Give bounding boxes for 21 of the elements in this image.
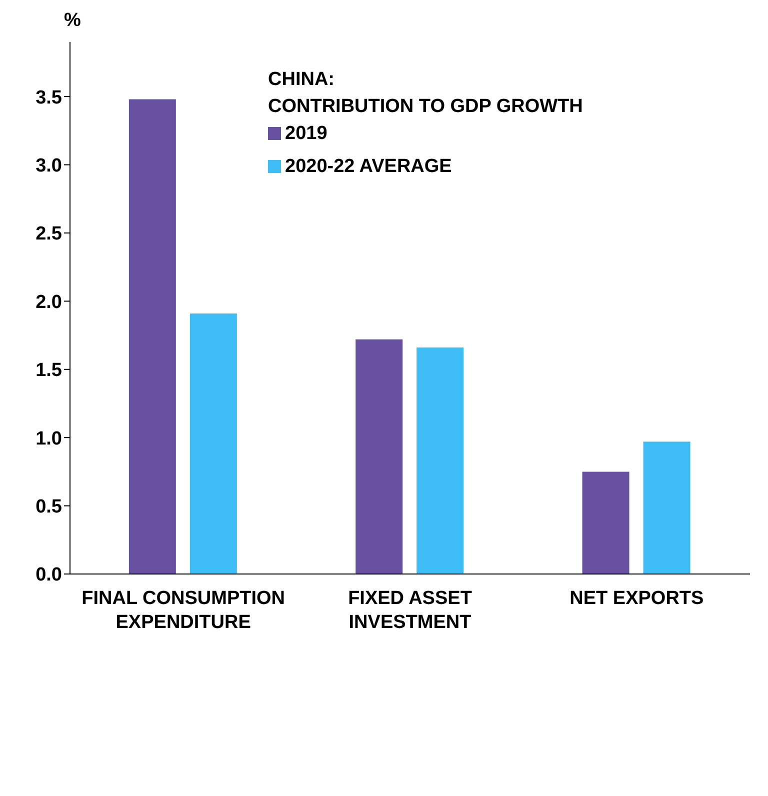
- legend-label: 2019: [285, 122, 328, 146]
- bar: [643, 442, 690, 574]
- legend-label: 2020-22 AVERAGE: [285, 155, 452, 179]
- bar: [582, 472, 630, 574]
- y-tick-label: 3.0: [36, 156, 62, 177]
- y-tick-label: 0.0: [36, 564, 62, 586]
- text: CHINA: CONTRIBUTION TO GDP GROWTH: [268, 68, 584, 119]
- y-tick-label: 2.0: [36, 292, 62, 313]
- x-tick-label: FINAL CONSUMPTION EXPENDITURE: [82, 588, 286, 633]
- y-tick-label: 0.5: [36, 496, 62, 518]
- y-axis-title: %: [64, 10, 81, 32]
- y-tick-label: 1.0: [36, 428, 62, 450]
- bar: [356, 339, 403, 574]
- bar: [190, 313, 237, 574]
- x-tick-label: FIXED ASSET INVESTMENT: [348, 588, 472, 633]
- y-tick-label: 2.5: [36, 224, 62, 245]
- y-tick-label: 1.5: [36, 360, 62, 382]
- x-tick-label: NET EXPORTS: [570, 588, 704, 609]
- bar: [416, 348, 464, 574]
- bar: [128, 99, 176, 574]
- y-tick-label: 3.5: [36, 87, 62, 108]
